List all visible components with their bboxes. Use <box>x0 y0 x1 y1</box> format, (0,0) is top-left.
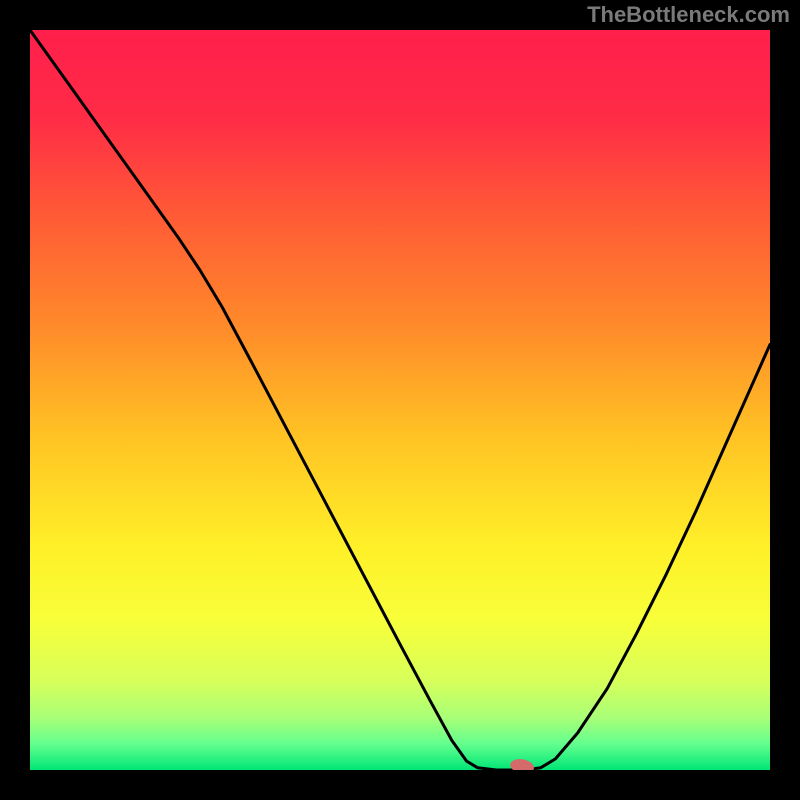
gradient-background <box>30 30 770 770</box>
chart-frame: TheBottleneck.com <box>0 0 800 800</box>
plot-area <box>30 30 770 770</box>
plot-svg <box>30 30 770 770</box>
watermark-text: TheBottleneck.com <box>587 2 790 28</box>
